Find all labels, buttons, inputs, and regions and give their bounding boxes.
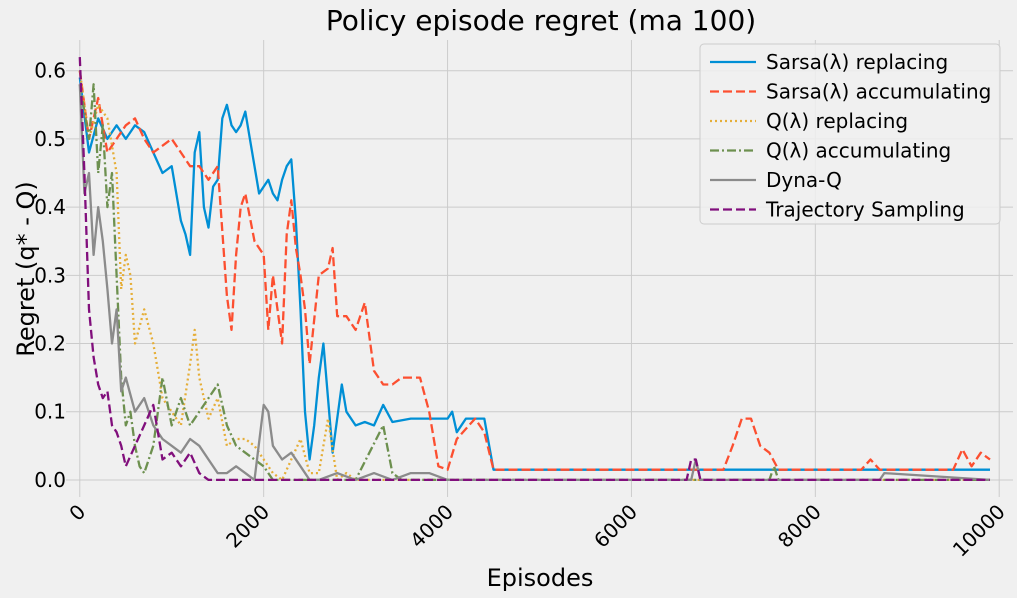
legend-label-5: Trajectory Sampling — [765, 198, 965, 222]
chart-title: Policy episode regret (ma 100) — [326, 4, 756, 37]
legend-box — [699, 43, 1001, 225]
y-tick-label: 0.6 — [34, 59, 66, 83]
y-axis-title: Regret (q* - Q) — [12, 181, 40, 357]
series-lines — [78, 57, 991, 482]
y-tick-label: 0.5 — [34, 127, 66, 151]
grid-lines — [66, 40, 1013, 497]
x-axis-title: Episodes — [487, 564, 594, 592]
legend-label-1: Sarsa(λ) accumulating — [766, 80, 991, 104]
series-line-5 — [78, 57, 990, 482]
y-tick-label: 0.3 — [34, 263, 66, 287]
series-line-1 — [78, 70, 991, 471]
y-tick-label: 0.2 — [34, 332, 66, 356]
y-tick-label: 0.4 — [34, 195, 66, 219]
legend-label-4: Dyna-Q — [766, 168, 842, 192]
series-line-0 — [78, 77, 990, 471]
legend: Sarsa(λ) replacing Sarsa(λ) accumulating Q… — [699, 43, 1001, 225]
series-line-3 — [78, 83, 990, 482]
legend-label-2: Q(λ) replacing — [766, 109, 908, 133]
y-tick-label: 0.0 — [34, 468, 66, 492]
legend-label-0: Sarsa(λ) replacing — [766, 50, 948, 74]
y-tick-label: 0.1 — [34, 400, 66, 424]
legend-label-3: Q(λ) accumulating — [766, 139, 951, 163]
